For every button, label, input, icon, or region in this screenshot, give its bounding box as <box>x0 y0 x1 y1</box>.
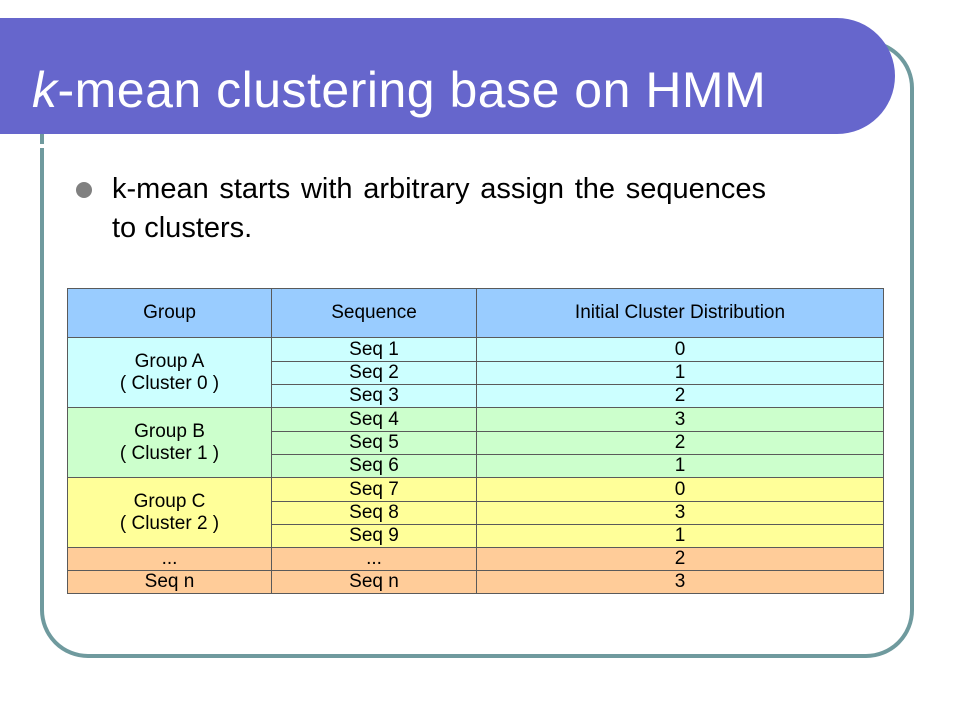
sequence-cell: ... <box>271 547 477 571</box>
group-cell-b: Group B ( Cluster 1 ) <box>67 407 272 478</box>
group-label: Group B <box>134 420 205 442</box>
sequence-cell: Seq 9 <box>271 524 477 548</box>
title-underline <box>0 144 848 148</box>
sequence-cell: Seq 7 <box>271 477 477 502</box>
sequence-cell: Seq 8 <box>271 501 477 525</box>
sequence-cell: Seq 3 <box>271 384 477 408</box>
sequence-cell: Seq 2 <box>271 361 477 385</box>
bullet-text: k-mean starts with arbitrary assign the … <box>112 173 766 244</box>
header-group: Group <box>67 288 272 338</box>
group-cell-c: Group C ( Cluster 2 ) <box>67 477 272 548</box>
title-italic-k: k <box>32 62 58 118</box>
distribution-cell: 1 <box>476 524 884 548</box>
table-row: Seq 8 3 <box>68 501 884 525</box>
distribution-cell: 3 <box>476 570 884 594</box>
table-row: Seq 6 1 <box>68 454 884 478</box>
distribution-cell: 0 <box>476 477 884 502</box>
group-label: Group C <box>133 490 206 512</box>
bullet-dot-icon <box>76 182 92 198</box>
table-row: Seq 3 2 <box>68 384 884 408</box>
distribution-cell: 2 <box>476 431 884 455</box>
table-row: Seq 2 1 <box>68 361 884 385</box>
header-distribution: Initial Cluster Distribution <box>476 288 884 338</box>
cluster-label: ( Cluster 1 ) <box>119 442 220 464</box>
group-cell-a: Group A ( Cluster 0 ) <box>67 337 272 408</box>
sequence-cell: Seq 4 <box>271 407 477 432</box>
title-bar: k-mean clustering base on HMM <box>0 18 895 148</box>
cluster-table: Group Sequence Initial Cluster Distribut… <box>67 288 884 594</box>
group-cell: Seq n <box>67 570 272 594</box>
distribution-cell: 2 <box>476 384 884 408</box>
distribution-cell: 0 <box>476 337 884 362</box>
sequence-cell: Seq 6 <box>271 454 477 478</box>
group-cell: ... <box>67 547 272 571</box>
bullet-item: k-mean starts with arbitrary assign the … <box>76 170 766 248</box>
cluster-label: ( Cluster 0 ) <box>119 372 220 394</box>
sequence-cell: Seq n <box>271 570 477 594</box>
slide-title: k-mean clustering base on HMM <box>32 58 766 122</box>
distribution-cell: 1 <box>476 454 884 478</box>
table-row: Group C ( Cluster 2 ) Seq 7 0 <box>67 477 884 548</box>
table-row: Seq 5 2 <box>68 431 884 455</box>
distribution-cell: 2 <box>476 547 884 571</box>
sequence-cell: Seq 5 <box>271 431 477 455</box>
cluster-label: ( Cluster 2 ) <box>119 512 220 534</box>
table-header-row: Group Sequence Initial Cluster Distribut… <box>67 288 884 338</box>
table-row: Group A ( Cluster 0 ) Seq 1 0 <box>67 337 884 408</box>
table-row: Seq n Seq n 3 <box>67 570 884 594</box>
distribution-cell: 3 <box>476 501 884 525</box>
distribution-cell: 1 <box>476 361 884 385</box>
header-sequence: Sequence <box>271 288 477 338</box>
distribution-cell: 3 <box>476 407 884 432</box>
sequence-cell: Seq 1 <box>271 337 477 362</box>
table-row: Group B ( Cluster 1 ) Seq 4 3 <box>67 407 884 478</box>
group-label: Group A <box>134 350 205 372</box>
table-row: ... ... 2 <box>67 547 884 571</box>
title-text: -mean clustering base on HMM <box>57 62 767 118</box>
